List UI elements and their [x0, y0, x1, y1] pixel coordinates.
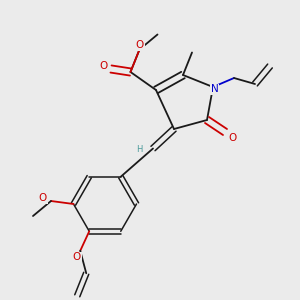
Text: H: H: [136, 146, 143, 154]
Text: O: O: [136, 40, 144, 50]
Text: O: O: [228, 133, 237, 143]
Text: O: O: [73, 252, 81, 262]
Text: O: O: [38, 193, 47, 203]
Text: O: O: [99, 61, 108, 71]
Text: N: N: [211, 84, 218, 94]
